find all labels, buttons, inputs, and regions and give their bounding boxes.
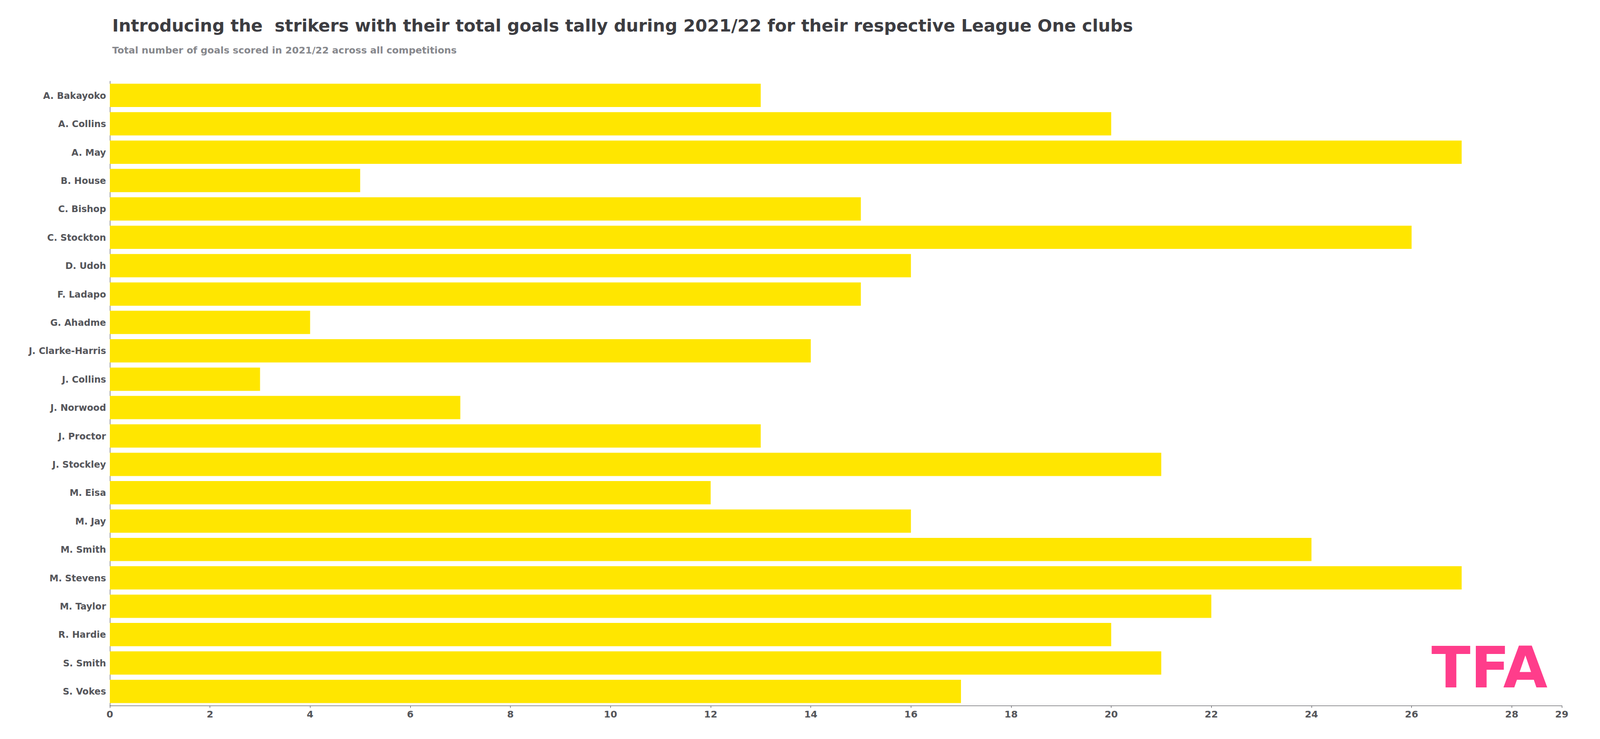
svg-text:A. Collins: A. Collins xyxy=(58,118,107,129)
svg-text:10: 10 xyxy=(603,708,618,720)
svg-text:F. Ladapo: F. Ladapo xyxy=(57,288,107,300)
svg-text:A. Bakayoko: A. Bakayoko xyxy=(42,90,107,101)
svg-text:28: 28 xyxy=(1504,708,1519,720)
svg-text:R. Hardie: R. Hardie xyxy=(58,629,107,640)
svg-text:2: 2 xyxy=(206,708,214,720)
svg-text:Introducing the strikers with: Introducing the strikers with their tota… xyxy=(112,15,1133,36)
svg-text:J. Clarke-Harris: J. Clarke-Harris xyxy=(27,345,107,356)
svg-text:S. Vokes: S. Vokes xyxy=(62,685,107,697)
svg-text:M. Jay: M. Jay xyxy=(75,515,107,527)
svg-text:D. Udoh: D. Udoh xyxy=(65,260,107,271)
svg-text:18: 18 xyxy=(1004,708,1018,720)
svg-text:J. Norwood: J. Norwood xyxy=(49,402,107,413)
svg-text:J. Stockley: J. Stockley xyxy=(51,458,107,470)
svg-text:12: 12 xyxy=(704,708,718,720)
svg-text:B. House: B. House xyxy=(60,175,107,186)
svg-text:M. Stevens: M. Stevens xyxy=(49,572,107,584)
svg-text:20: 20 xyxy=(1104,708,1119,720)
svg-text:TFA: TFA xyxy=(1431,634,1548,701)
svg-text:C. Stockton: C. Stockton xyxy=(47,232,107,243)
svg-text:16: 16 xyxy=(904,708,918,720)
svg-text:S. Smith: S. Smith xyxy=(63,657,107,669)
svg-text:J. Collins: J. Collins xyxy=(61,373,107,385)
svg-text:J. Proctor: J. Proctor xyxy=(57,430,107,442)
svg-text:M. Smith: M. Smith xyxy=(60,544,107,555)
svg-text:G. Ahadme: G. Ahadme xyxy=(50,317,107,328)
svg-text:Total number of goals scored i: Total number of goals scored in 2021/22 … xyxy=(112,44,457,56)
svg-text:0: 0 xyxy=(106,708,114,720)
svg-text:4: 4 xyxy=(306,708,314,720)
svg-text:C. Bishop: C. Bishop xyxy=(58,203,107,214)
svg-text:14: 14 xyxy=(804,708,818,720)
svg-text:6: 6 xyxy=(406,708,414,720)
svg-text:22: 22 xyxy=(1204,708,1218,720)
svg-text:29: 29 xyxy=(1555,708,1569,720)
svg-text:26: 26 xyxy=(1405,708,1419,720)
svg-text:M. Eisa: M. Eisa xyxy=(69,487,107,498)
svg-text:M. Taylor: M. Taylor xyxy=(59,600,107,612)
svg-text:A. May: A. May xyxy=(71,147,107,158)
svg-text:8: 8 xyxy=(507,708,514,720)
svg-text:24: 24 xyxy=(1304,708,1319,720)
